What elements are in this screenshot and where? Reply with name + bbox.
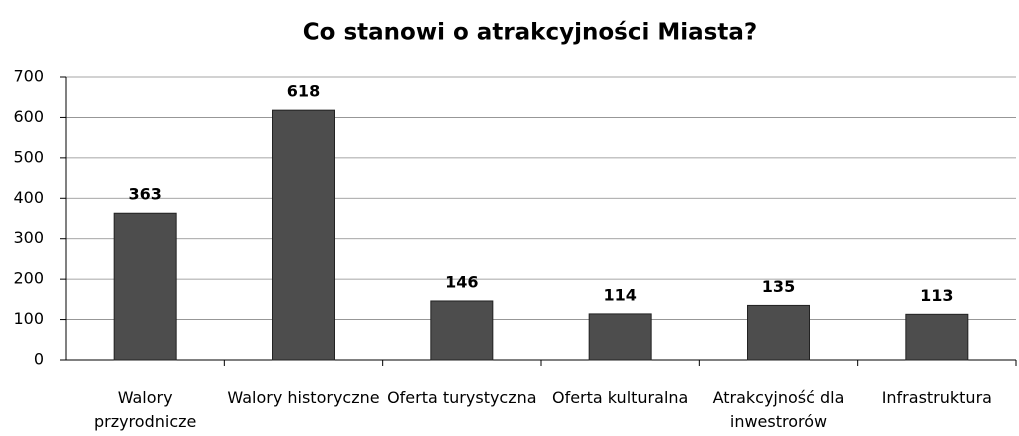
data-label: 146: [445, 272, 478, 291]
x-tick-label: Oferta turystyczna: [387, 388, 537, 407]
data-label: 114: [603, 285, 636, 304]
bar: [113, 212, 177, 361]
y-tick-label: 100: [13, 309, 44, 328]
data-label: 618: [287, 82, 320, 101]
data-label: 135: [762, 277, 795, 296]
bar: [905, 313, 969, 361]
y-tick-label: 700: [13, 67, 44, 86]
bar: [747, 304, 810, 361]
bar: [588, 313, 652, 361]
x-tick-label: Oferta kulturalna: [551, 388, 689, 407]
y-tick-label: 600: [13, 107, 44, 126]
x-tick-label: Walory przyrodnicze: [93, 388, 197, 431]
x-tick-label: Infrastruktura: [881, 388, 992, 407]
y-tick-label: 400: [13, 188, 44, 207]
y-tick-label: 200: [13, 269, 44, 288]
y-tick-label: 0: [34, 350, 44, 369]
y-tick-label: 300: [13, 228, 44, 247]
data-label: 113: [920, 286, 953, 305]
x-tick-label: Walory historyczne: [227, 388, 380, 407]
chart-title: Co stanowi o atrakcyjności Miasta?: [303, 20, 757, 46]
y-tick-label: 500: [13, 147, 44, 166]
bar: [430, 300, 494, 361]
data-label: 363: [128, 185, 161, 204]
bar: [272, 109, 335, 361]
x-tick-label: Atrakcyjność dla inwestrorów: [712, 388, 845, 431]
